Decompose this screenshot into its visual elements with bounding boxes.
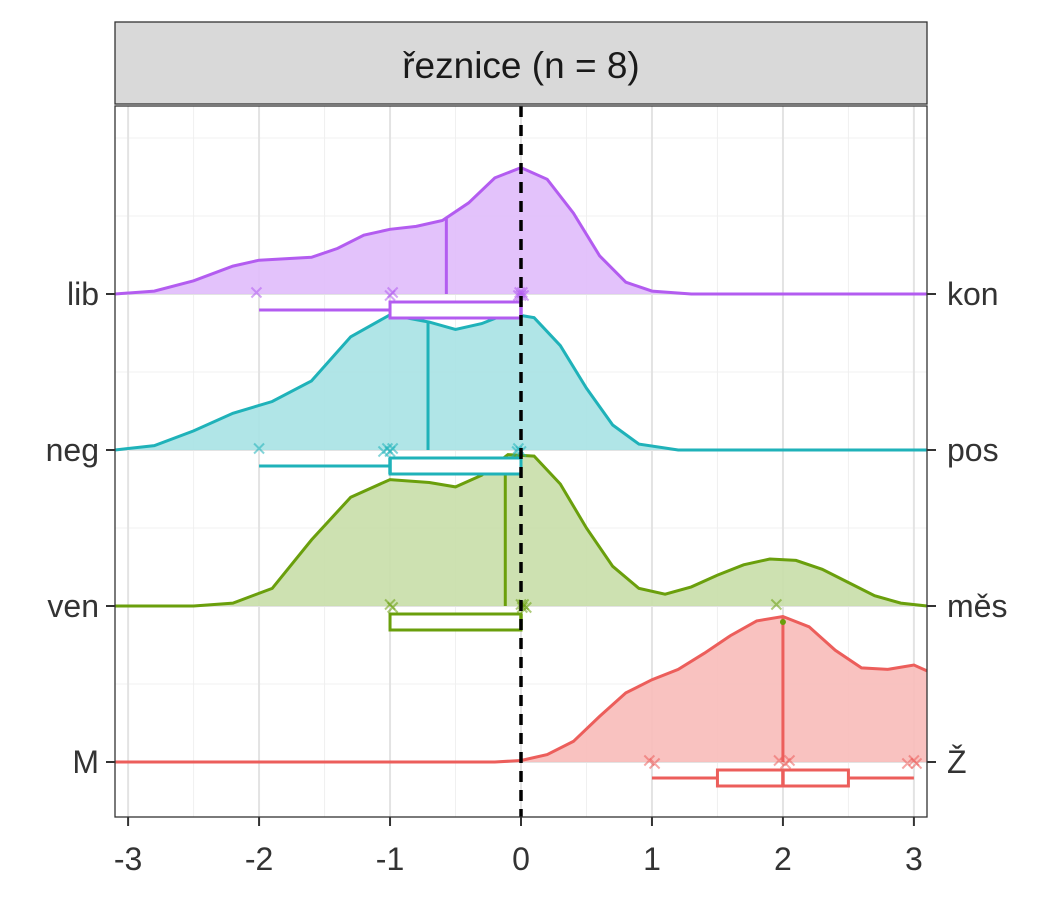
data-point-M (648, 757, 661, 770)
x-tick-label: 1 (643, 841, 661, 877)
density-line-lib (114, 165, 927, 296)
outlier-ven (779, 619, 786, 625)
y-label-left: lib (67, 276, 99, 312)
density-line-ven (115, 453, 928, 608)
box-lib (388, 300, 523, 320)
facet-title: řeznice (n = 8) (402, 45, 640, 86)
data-point-M (901, 757, 914, 770)
density-line-M (115, 614, 928, 764)
data-point-lib (515, 289, 527, 302)
y-label-right: pos (947, 432, 999, 468)
density-fill-M (115, 616, 927, 762)
data-point-lib (386, 286, 399, 299)
data-point-lib (250, 286, 263, 299)
box-ven (388, 612, 523, 632)
x-tick-label: 0 (512, 841, 530, 877)
data-point-ven (520, 601, 532, 614)
data-point-ven (386, 601, 399, 614)
data-point-M (643, 754, 656, 767)
x-tick-label: -3 (114, 841, 142, 877)
y-label-right: Ž (947, 744, 967, 780)
data-point-M (783, 754, 796, 767)
series-M (115, 614, 928, 788)
y-axis-right: kon pos měs Ž (927, 276, 1007, 780)
x-tick-label: 2 (774, 841, 792, 877)
x-tick-label: 3 (905, 841, 923, 877)
plot-panel (114, 105, 928, 818)
data-point-neg (386, 442, 399, 455)
y-label-left: ven (47, 588, 99, 624)
y-label-left: M (72, 744, 99, 780)
data-point-lib (516, 286, 529, 299)
density-line-neg (114, 311, 927, 452)
data-point-M (910, 757, 923, 770)
facet-strip-background (114, 21, 928, 105)
x-tick-label: -2 (245, 841, 273, 877)
x-tick-label: -1 (376, 841, 404, 877)
x-axis: -3 -2 -1 0 1 2 3 (114, 817, 923, 877)
y-label-right: měs (947, 588, 1007, 624)
y-axis-left: lib neg ven M (46, 276, 115, 780)
box-neg (388, 456, 523, 476)
data-point-M (773, 754, 785, 767)
facet-strip: řeznice (n = 8) (114, 21, 928, 105)
data-point-ven (770, 598, 783, 611)
y-label-left: neg (46, 432, 99, 468)
data-point-neg (253, 442, 265, 455)
y-label-right: kon (947, 276, 999, 312)
